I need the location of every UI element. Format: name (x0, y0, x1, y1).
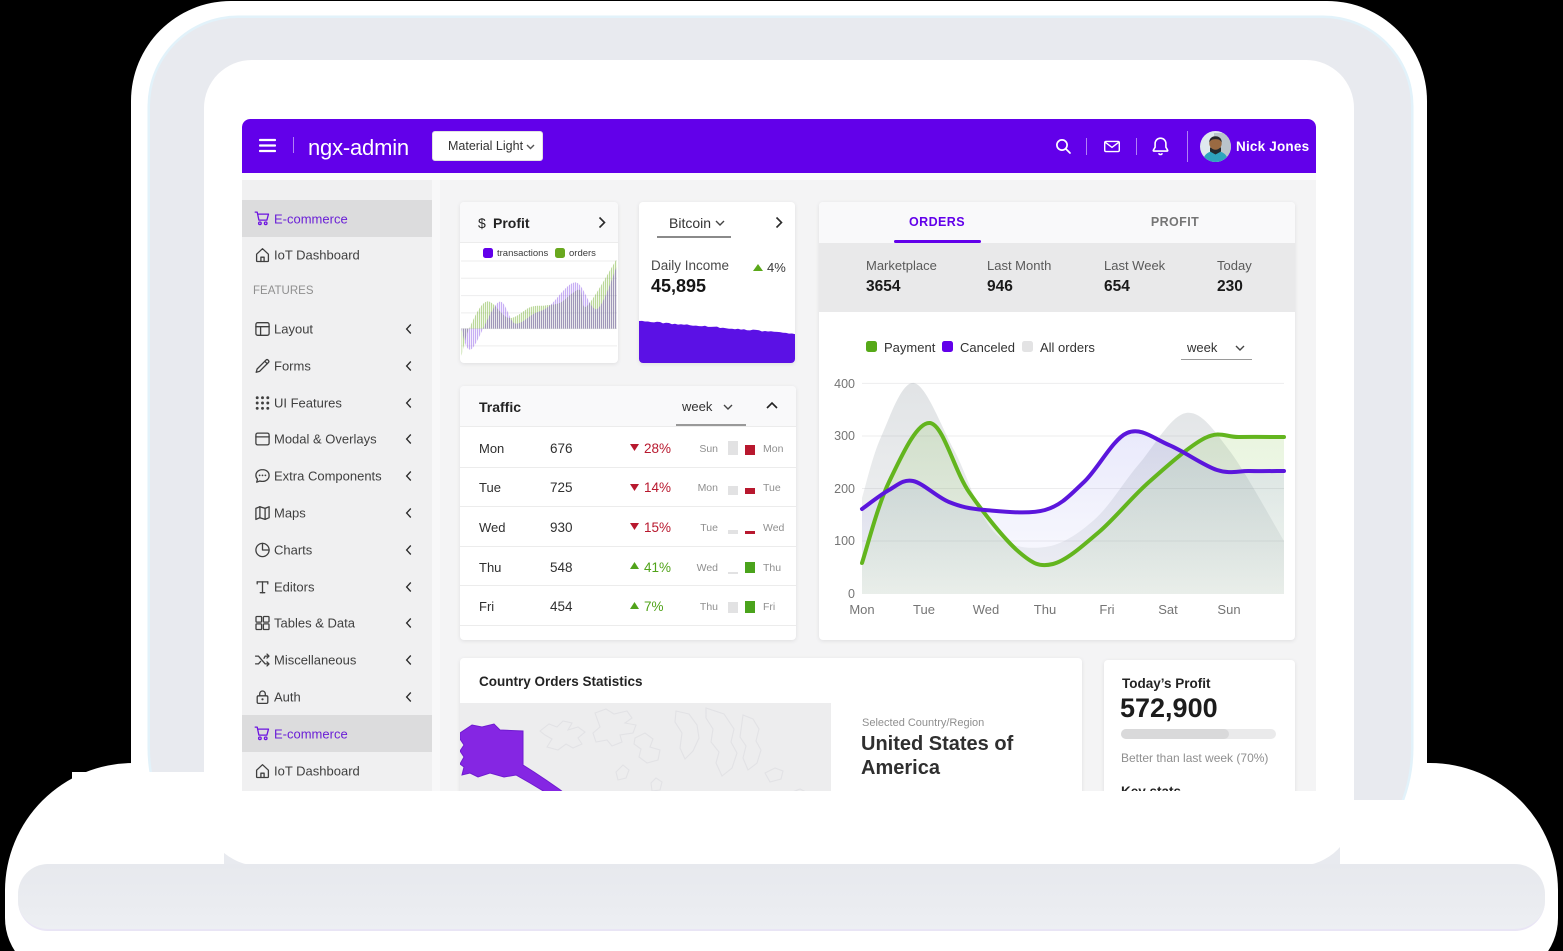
svg-text:Tue: Tue (913, 602, 935, 617)
svg-text:Thu: Thu (1034, 602, 1056, 617)
svg-text:Sun: Sun (1217, 602, 1240, 617)
svg-text:100: 100 (834, 534, 855, 548)
svg-text:400: 400 (834, 377, 855, 391)
svg-text:Wed: Wed (973, 602, 1000, 617)
svg-text:200: 200 (834, 482, 855, 496)
svg-text:Mon: Mon (849, 602, 874, 617)
svg-text:Fri: Fri (1099, 602, 1114, 617)
svg-text:300: 300 (834, 429, 855, 443)
svg-text:0: 0 (848, 587, 855, 601)
svg-text:Sat: Sat (1158, 602, 1178, 617)
